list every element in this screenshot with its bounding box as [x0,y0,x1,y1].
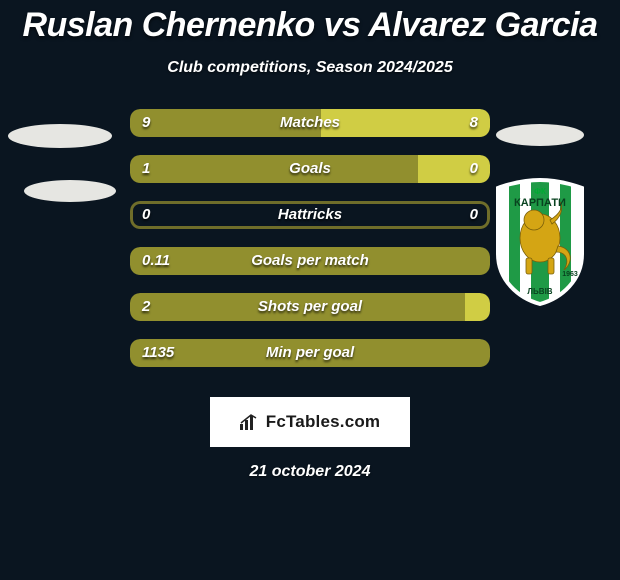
date-text: 21 october 2024 [0,463,620,481]
stat-label: Hattricks [130,201,490,229]
brand-badge: FcTables.com [210,397,410,447]
decorative-oval [496,124,584,146]
stat-label: Goals per match [130,247,490,275]
crest-name: КАРПАТИ [514,197,566,209]
stat-value-left: 9 [142,109,150,137]
decorative-oval [8,124,112,148]
club-crest: ФК КАРПАТИ ЛЬВІВ 1963 [490,176,590,306]
stat-row: Matches9 8 [130,109,490,137]
decorative-oval [24,180,116,202]
subtitle: Club competitions, Season 2024/2025 [0,59,620,77]
stat-value-right: 0 [470,155,478,183]
stat-row: Shots per goal2 [130,293,490,321]
stat-value-left: 1135 [142,339,174,367]
crest-top-text: ФК [534,187,546,196]
chart-icon [240,414,260,430]
crest-year: 1963 [562,271,578,278]
stat-row: Goals per match0.11 [130,247,490,275]
stat-value-right: 0 [470,201,478,229]
stat-label: Shots per goal [130,293,490,321]
stat-row: Min per goal1135 [130,339,490,367]
stat-label: Min per goal [130,339,490,367]
page-title: Ruslan Chernenko vs Alvarez Garcia [0,0,620,45]
stat-value-right: 8 [470,109,478,137]
stats-container: Matches98Goals10Hattricks00Goals per mat… [130,109,490,367]
crest-bottom-text: ЛЬВІВ [527,287,552,296]
stat-row: Goals1 0 [130,155,490,183]
stat-row: Hattricks0 0 [130,201,490,229]
stat-value-left: 0 [142,201,150,229]
brand-text: FcTables.com [266,412,381,432]
stat-value-left: 0.11 [142,247,170,275]
stat-value-left: 2 [142,293,150,321]
stat-label: Goals [130,155,490,183]
stat-value-left: 1 [142,155,150,183]
stat-label: Matches [130,109,490,137]
